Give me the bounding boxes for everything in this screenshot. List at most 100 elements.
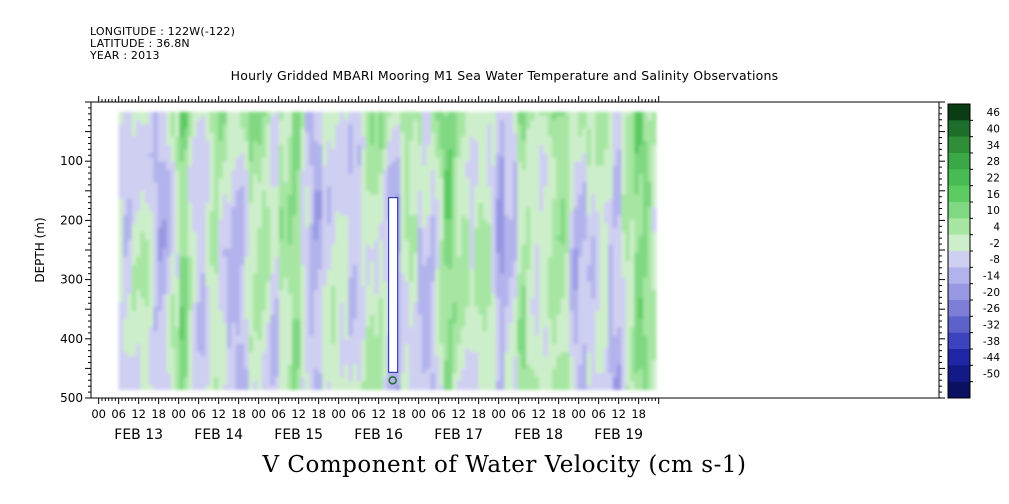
field-cell: [188, 145, 193, 150]
field-cell: [435, 385, 440, 390]
field-cell: [387, 124, 393, 129]
field-cell: [240, 128, 245, 134]
field-cell: [222, 323, 228, 328]
field-cell: [396, 285, 401, 291]
field-cell: [192, 377, 198, 382]
field-cell: [370, 261, 375, 266]
field-cell: [235, 190, 241, 196]
field-cell: [439, 165, 445, 171]
field-cell: [391, 111, 397, 117]
field-cell: [383, 178, 388, 183]
field-cell: [279, 194, 284, 200]
field-cell: [149, 314, 154, 320]
field-cell: [404, 285, 410, 291]
field-cell: [283, 111, 289, 117]
field-cell: [214, 169, 219, 175]
field-cell: [270, 178, 276, 183]
field-cell: [274, 348, 280, 353]
field-cell: [175, 343, 180, 349]
field-cell: [153, 368, 159, 374]
field-cell: [318, 240, 323, 245]
field-cell: [331, 377, 336, 382]
field-cell: [123, 377, 128, 382]
latitude-label: LATITUDE : 36.8N: [90, 37, 190, 50]
field-cell: [331, 352, 336, 357]
field-cell: [404, 298, 410, 303]
field-cell: [192, 194, 198, 200]
field-cell: [131, 116, 137, 121]
field-cell: [305, 120, 310, 125]
field-cell: [188, 211, 193, 216]
field-cell: [270, 269, 276, 274]
field-cell: [296, 327, 302, 332]
field-cell: [279, 343, 284, 349]
field-cell: [149, 165, 154, 171]
field-cell: [257, 298, 263, 303]
field-cell: [131, 211, 137, 216]
field-cell: [344, 277, 349, 283]
field-cell: [409, 227, 414, 233]
field-cell: [400, 132, 406, 138]
field-cell: [149, 128, 154, 134]
field-cell: [292, 302, 297, 308]
field-cell: [313, 169, 319, 175]
field-cell: [209, 190, 215, 196]
field-cell: [179, 256, 185, 262]
field-cell: [266, 215, 271, 221]
field-cell: [240, 294, 245, 299]
field-cell: [426, 174, 432, 179]
field-cell: [370, 343, 375, 349]
field-cell: [123, 356, 128, 361]
field-cell: [413, 285, 419, 291]
field-cell: [257, 157, 263, 163]
field-cell: [404, 331, 410, 337]
field-cell: [157, 385, 163, 390]
field-cell: [287, 223, 293, 229]
field-cell: [218, 294, 224, 299]
field-cell: [344, 281, 349, 287]
field-cell: [244, 277, 250, 283]
field-cell: [361, 273, 367, 279]
field-cell: [439, 153, 445, 158]
field-cell: [270, 128, 276, 134]
field-cell: [205, 169, 211, 175]
field-cell: [305, 190, 310, 196]
field-cell: [318, 364, 323, 370]
field-cell: [153, 298, 159, 303]
field-cell: [396, 269, 401, 274]
field-cell: [352, 165, 358, 171]
field-cell: [283, 314, 289, 320]
field-cell: [300, 203, 306, 208]
field-cell: [235, 223, 241, 229]
field-cell: [279, 111, 284, 117]
field-cell: [261, 120, 267, 125]
field-cell: [183, 219, 189, 225]
field-cell: [287, 256, 293, 262]
field-cell: [183, 248, 189, 254]
field-cell: [374, 348, 380, 353]
field-cell: [404, 364, 410, 370]
field-cell: [370, 165, 375, 171]
field-cell: [326, 236, 332, 241]
field-cell: [404, 377, 410, 382]
field-cell: [309, 261, 315, 266]
field-cell: [344, 285, 349, 291]
field-cell: [227, 219, 232, 225]
field-cell: [426, 157, 432, 163]
field-cell: [253, 277, 258, 283]
field-cell: [430, 124, 436, 129]
field-cell: [162, 116, 167, 121]
field-cell: [261, 161, 267, 167]
field-cell: [149, 323, 154, 328]
field-cell: [244, 290, 250, 295]
field-cell: [140, 302, 146, 308]
field-cell: [378, 364, 384, 370]
field-cell: [400, 186, 406, 192]
field-cell: [157, 356, 163, 361]
field-cell: [287, 368, 293, 374]
field-cell: [409, 261, 414, 266]
field-cell: [400, 136, 406, 142]
field-cell: [240, 182, 245, 187]
field-cell: [370, 265, 375, 270]
field-cell: [318, 190, 323, 196]
